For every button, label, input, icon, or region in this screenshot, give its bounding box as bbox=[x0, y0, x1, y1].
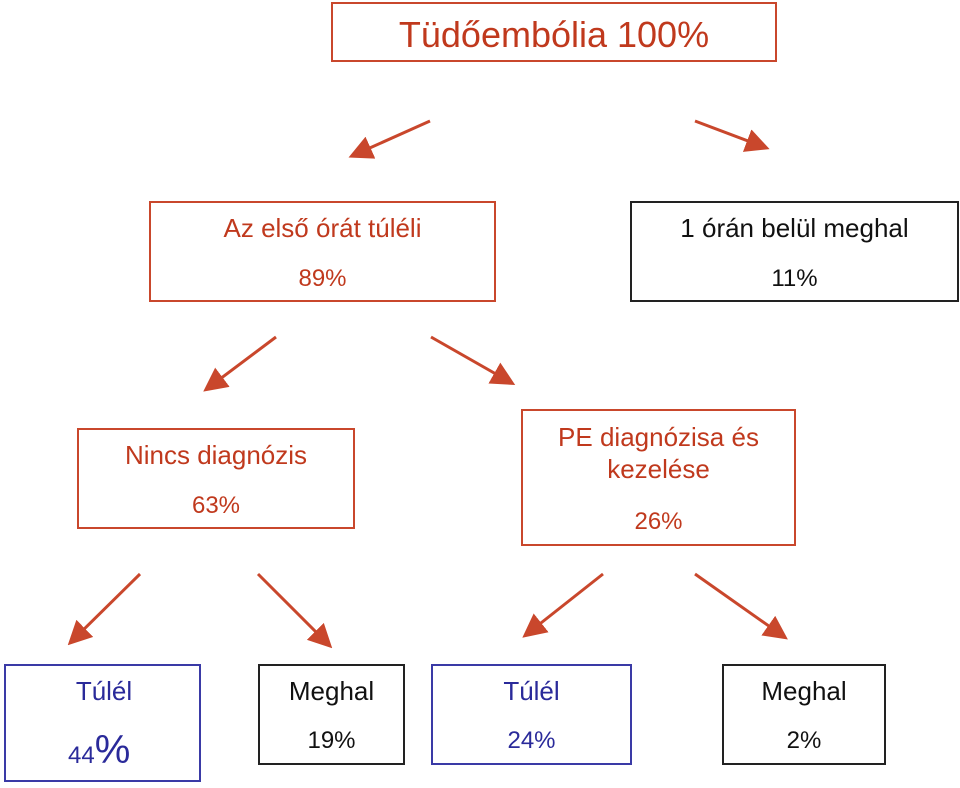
diagnosed-die-label: Meghal bbox=[761, 676, 847, 706]
no-diagnosis-node: Nincs diagnózis 63% bbox=[77, 428, 355, 529]
diagnosed-treated-node: PE diagnózisa és kezelése 26% bbox=[521, 409, 796, 546]
arrow-diagnosed-to-die bbox=[694, 572, 788, 640]
arrow-survive-to-no-diagnosis bbox=[203, 335, 277, 392]
arrow-diagnosed-to-survive bbox=[522, 572, 604, 638]
no-diagnosis-survive-label: Túlél bbox=[75, 676, 133, 706]
no-diagnosis-die-label: Meghal bbox=[288, 676, 375, 706]
diagnosed-survive-value: 24% bbox=[507, 727, 556, 754]
diagnosed-die-value: 2% bbox=[786, 727, 822, 754]
no-diagnosis-die-node: Meghal 19% bbox=[258, 664, 405, 765]
no-diagnosis-label: Nincs diagnózis bbox=[124, 440, 308, 470]
no-diagnosis-survive-value-number: 44 bbox=[68, 742, 95, 769]
die-within-hour-value: 11% bbox=[771, 265, 818, 292]
diagnosed-treated-value: 26% bbox=[634, 508, 683, 535]
diagnosed-survive-node: Túlél 24% bbox=[431, 664, 632, 765]
survive-first-hour-node: Az első órát túléli 89% bbox=[149, 201, 496, 302]
no-diagnosis-survive-node: Túlél 44% bbox=[4, 664, 201, 782]
root-title: Tüdőembólia 100% bbox=[398, 14, 710, 55]
survive-first-hour-value: 89% bbox=[298, 265, 347, 292]
arrow-no-diagnosis-to-survive bbox=[67, 572, 142, 646]
no-diagnosis-survive-value: 44% bbox=[68, 728, 130, 772]
diagnosed-treated-label-line1: PE diagnózisa és bbox=[558, 422, 759, 452]
arrow-no-diagnosis-to-die bbox=[256, 572, 333, 649]
arrow-root-to-die bbox=[694, 119, 770, 152]
survive-first-hour-label: Az első órát túléli bbox=[223, 213, 422, 243]
diagnosed-die-node: Meghal 2% bbox=[722, 664, 886, 765]
no-diagnosis-die-value: 19% bbox=[307, 727, 356, 754]
arrow-survive-to-diagnosed bbox=[430, 335, 516, 385]
root-node: Tüdőembólia 100% bbox=[331, 2, 777, 62]
arrow-root-to-survive bbox=[348, 119, 431, 159]
die-within-hour-label: 1 órán belül meghal bbox=[680, 213, 909, 243]
diagnosed-survive-label: Túlél bbox=[503, 676, 560, 706]
die-within-hour-node: 1 órán belül meghal 11% bbox=[630, 201, 959, 302]
diagnosed-treated-label-line2: kezelése bbox=[607, 454, 710, 484]
no-diagnosis-value: 63% bbox=[191, 492, 241, 519]
no-diagnosis-survive-value-percent: % bbox=[94, 728, 131, 772]
